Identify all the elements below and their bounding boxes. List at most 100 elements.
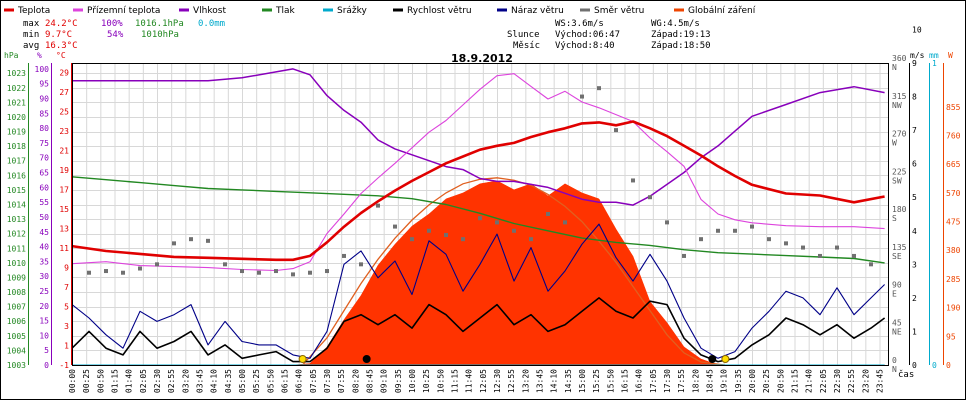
tick-label-compass: E (892, 290, 897, 299)
wind-direction-point (359, 262, 363, 267)
x-tick-label: 04:35 (224, 369, 233, 393)
wind-direction-point (410, 237, 414, 242)
tick-label-hpa: 1008 (7, 288, 26, 297)
moonrise-marker (362, 355, 371, 363)
astro-ws: WS:3.6m/s (555, 19, 604, 29)
humidity-line (72, 68, 885, 206)
x-axis: 00:00 00:25 00:50 01:15 01:40 02:05 02:30 02:55… (68, 369, 914, 393)
x-tick-label: 15:25 (592, 369, 601, 393)
tick-label-percent: 45 (39, 228, 49, 237)
wind-direction-point (580, 94, 584, 99)
x-tick-label: 05:50 (266, 369, 275, 393)
wind-direction-point (206, 238, 210, 243)
wind-direction-point (529, 237, 533, 242)
x-tick-label: 05:25 (252, 369, 261, 393)
tick-label-hpa: 1009 (7, 273, 26, 282)
tick-label-percent: 85 (39, 109, 49, 118)
tick-label-celsius: 25 (59, 108, 69, 117)
x-tick-label: 16:40 (635, 369, 644, 393)
radiation-series (72, 177, 885, 366)
x-tick-label: 19:35 (734, 369, 743, 393)
stat-max-hum: 100% (101, 19, 123, 29)
tick-label-celsius: 17 (59, 186, 69, 195)
astro-moon-label: Měsíc (513, 41, 540, 51)
x-tick-label: 12:55 (507, 369, 516, 393)
tick-label-hpa: 1014 (7, 201, 26, 210)
x-tick-label: 02:55 (167, 369, 176, 393)
legend-label: Teplota (17, 6, 50, 16)
tick-label-percent: 70 (39, 154, 49, 163)
tick-label-ms: 2 (912, 294, 917, 303)
x-tick-label: 11:15 (451, 369, 460, 393)
tick-label-percent: 15 (39, 317, 49, 326)
tick-label-mm: 0 (932, 361, 937, 370)
tick-label-ms: 7 (912, 126, 917, 135)
x-tick-label: 22:55 (847, 369, 856, 393)
tick-label-direction: 0 (892, 356, 897, 365)
tick-label-percent: 65 (39, 169, 49, 178)
wind-direction-point (308, 270, 312, 275)
legend-label: Vlhkost (193, 6, 226, 16)
x-tick-label: 07:55 (337, 369, 346, 393)
tick-label-mm: 1 (932, 59, 937, 68)
wind-direction-point (325, 269, 329, 274)
tick-label-ms: 6 (912, 160, 917, 169)
x-tick-label: 06:15 (281, 369, 290, 393)
tick-label-direction: 270 (892, 130, 907, 139)
x-tick-label: 05:00 (238, 369, 247, 393)
tick-label-compass: W (892, 139, 897, 148)
stat-max-temp: 24.2°C (45, 19, 78, 29)
wind-direction-point (546, 212, 550, 216)
astro-sun-label: Slunce (507, 30, 540, 40)
stat-min-label: min (23, 30, 39, 40)
tick-label-direction: 45 (892, 318, 902, 327)
radiation-area (72, 180, 885, 366)
astro-block: WS:3.6m/s WG:4.5m/s Slunce Východ:06:47 … (507, 19, 711, 51)
x-tick-label: 00:25 (82, 369, 91, 393)
x-tick-label: 01:40 (125, 369, 134, 393)
tick-label-celsius: 13 (59, 225, 69, 234)
tick-label-percent: 30 (39, 272, 49, 281)
x-tick-label: 10:50 (436, 369, 445, 393)
wind-direction-point (597, 86, 601, 91)
tick-label-celsius: 5 (64, 303, 69, 312)
wind-direction-point (274, 269, 278, 274)
wind-direction-point (818, 253, 822, 258)
wind-direction-point (138, 266, 142, 271)
tick-label-percent: 20 (39, 302, 49, 311)
tick-label-hpa: 1021 (7, 98, 26, 107)
tick-label-hpa: 1020 (7, 113, 26, 122)
tick-label-ms: 4 (912, 227, 917, 236)
x-tick-label: 20:50 (776, 369, 785, 393)
tick-label-direction: 315 (892, 92, 907, 101)
tick-label-compass: NE (892, 327, 902, 336)
wind-direction-point (444, 232, 448, 237)
tick-label-direction: 90 (892, 281, 902, 290)
tick-label-celsius: 1 (64, 342, 69, 351)
stat-min-hum: 54% (107, 30, 124, 40)
astro-wg: WG:4.5m/s (651, 19, 700, 29)
tick-label-celsius: 23 (59, 127, 69, 136)
tick-label-celsius: 27 (59, 88, 69, 97)
tick-label-compass: N (892, 63, 897, 72)
tick-label-direction: 360 (892, 54, 907, 63)
wind-direction-point (461, 237, 465, 242)
x-tick-label: 23:45 (876, 369, 885, 393)
tick-label-hpa: 1019 (7, 128, 26, 137)
x-tick-label: 12:30 (493, 369, 502, 393)
legend-label: Globální záření (688, 6, 756, 16)
x-tick-label: 15:50 (606, 369, 615, 393)
x-tick-label: 02:30 (153, 369, 162, 393)
x-tick-label: 09:35 (394, 369, 403, 393)
wind-direction-point (512, 228, 516, 233)
axis-unit-ms: m/s (910, 51, 925, 60)
tick-label-percent: 95 (39, 80, 49, 89)
wind-direction-point (801, 245, 805, 250)
wind-gust-line (71, 223, 885, 359)
wind-direction-point (87, 270, 91, 275)
wind-direction-point (223, 262, 227, 267)
x-tick-label: 14:10 (550, 369, 559, 393)
x-tick-label: 14:35 (564, 369, 573, 393)
wind-speed-line (71, 297, 886, 363)
x-tick-label: 20:25 (762, 369, 771, 393)
